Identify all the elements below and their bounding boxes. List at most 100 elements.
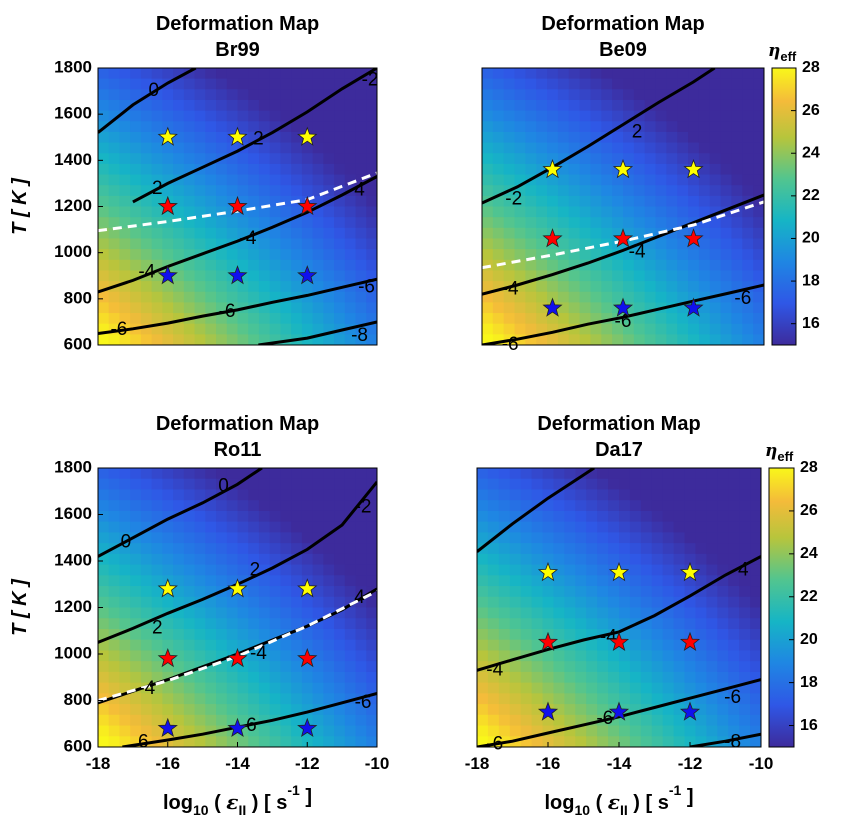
heatmap-cell: [237, 714, 249, 727]
heatmap-cell: [366, 661, 377, 673]
heatmap-cell: [98, 586, 110, 598]
star-marker: [297, 126, 318, 146]
heatmap-cell: [280, 313, 292, 325]
heatmap-cell: [151, 195, 163, 208]
heatmap-cell: [662, 671, 675, 684]
heatmap-cell: [291, 618, 303, 630]
heatmap-cell: [644, 142, 657, 154]
heatmap-cell: [108, 249, 121, 261]
heatmap-cell: [709, 313, 722, 325]
heatmap-cell: [162, 313, 174, 325]
heatmap-cell: [739, 586, 751, 598]
heatmap-cell: [130, 714, 142, 727]
heatmap-cell: [280, 714, 292, 727]
heatmap-cell: [194, 500, 206, 512]
heatmap-cell: [173, 206, 185, 218]
heatmap-cell: [536, 131, 548, 144]
heatmap-cell: [334, 564, 346, 576]
heatmap-cell: [323, 586, 335, 598]
heatmap-cell: [498, 532, 511, 544]
heatmap-cell: [183, 543, 196, 555]
heatmap-cell: [586, 704, 598, 716]
boundary-line: [98, 171, 377, 233]
heatmap-cell: [323, 725, 335, 737]
heatmap-cell: [684, 661, 697, 673]
heatmap-cell: [644, 249, 657, 261]
heatmap-cell: [312, 553, 324, 566]
heatmap-cell: [334, 532, 346, 544]
heatmap-cell: [355, 553, 367, 566]
heatmap-cell: [564, 618, 576, 630]
heatmap-cell: [677, 227, 689, 240]
heatmap-cell: [205, 206, 217, 218]
heatmap-cell: [108, 682, 121, 694]
heatmap-cell: [226, 227, 239, 240]
heatmap-cell: [280, 206, 292, 218]
heatmap-cell: [151, 575, 163, 587]
heatmap-cell: [269, 185, 282, 197]
heatmap-cell: [542, 671, 555, 684]
heatmap-cell: [119, 110, 131, 122]
heatmap-cell: [205, 693, 217, 705]
heatmap-cell: [698, 163, 711, 176]
heatmap-cell: [344, 586, 357, 598]
heatmap-cell: [514, 238, 526, 250]
heatmap-cell: [579, 89, 592, 101]
heatmap-cell: [677, 238, 689, 250]
heatmap-cell: [531, 671, 544, 684]
star-marker: [608, 561, 630, 582]
heatmap-cell: [597, 639, 609, 652]
heatmap-cell: [586, 596, 598, 609]
heatmap-cell: [666, 78, 678, 90]
heatmap-cell: [151, 131, 163, 144]
heatmap-cell: [280, 238, 292, 250]
heatmap-cell: [291, 682, 303, 694]
heatmap-cell: [706, 521, 718, 533]
heatmap-cell: [677, 334, 689, 345]
heatmap-cell: [498, 693, 511, 705]
heatmap-cell: [662, 489, 675, 501]
heatmap-cell: [108, 323, 121, 335]
heatmap-cell: [482, 99, 494, 112]
heatmap-cell: [130, 206, 142, 218]
heatmap-cell: [269, 639, 282, 652]
heatmap-cell: [684, 575, 697, 587]
heatmap-cell: [323, 121, 335, 133]
heatmap-cell: [355, 302, 367, 314]
heatmap-cell: [731, 78, 743, 90]
heatmap-cell: [258, 121, 271, 133]
heatmap-cell: [477, 532, 489, 544]
heatmap-cell: [130, 510, 142, 523]
heatmap-cell: [183, 99, 196, 112]
heatmap-cell: [597, 661, 609, 673]
heatmap-cell: [280, 291, 292, 303]
heatmap-cell: [119, 575, 131, 587]
heatmap-cell: [568, 281, 581, 293]
heatmap-cell: [688, 78, 700, 90]
heatmap-cell: [248, 586, 260, 598]
heatmap-cell: [750, 682, 761, 694]
heatmap-cell: [98, 195, 110, 208]
heatmap-cell: [612, 110, 624, 122]
heatmap-cell: [366, 671, 377, 684]
heatmap-cell: [226, 478, 239, 491]
heatmap-cell: [557, 238, 570, 250]
contour-label: -2: [355, 497, 372, 518]
heatmap-cell: [498, 650, 511, 662]
heatmap-cell: [586, 714, 598, 727]
heatmap-cell: [173, 489, 185, 501]
heatmap-cell: [130, 281, 142, 293]
panel-subtitle: Ro11: [214, 439, 262, 461]
heatmap-cell: [366, 639, 377, 652]
heatmap-cell: [248, 532, 260, 544]
heatmap-cell: [644, 334, 657, 345]
heatmap-cell: [655, 121, 667, 133]
heatmap-cell: [695, 510, 707, 523]
heatmap-cell: [673, 510, 686, 523]
heatmap-cell: [568, 334, 581, 345]
heatmap-cell: [586, 618, 598, 630]
heatmap-cell: [323, 575, 335, 587]
heatmap-cell: [216, 291, 228, 303]
heatmap-cell: [151, 661, 163, 673]
